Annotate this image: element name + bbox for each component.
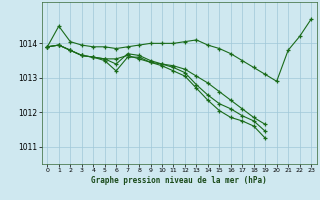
X-axis label: Graphe pression niveau de la mer (hPa): Graphe pression niveau de la mer (hPa) bbox=[91, 176, 267, 185]
